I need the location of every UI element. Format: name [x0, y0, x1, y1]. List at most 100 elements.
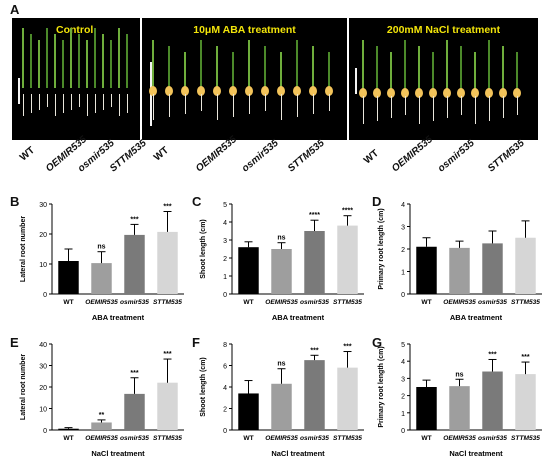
seed: [401, 88, 409, 98]
seedling-root: [103, 94, 104, 110]
seedling-root: [55, 94, 56, 116]
seedling-stem: [264, 46, 266, 88]
significance-label: ns: [277, 235, 285, 242]
y-axis-label: Shoot length (cm): [200, 219, 207, 279]
seedling-stem: [446, 40, 448, 90]
x-tick-label: STTM535: [153, 435, 182, 442]
y-tick-label: 3: [401, 225, 405, 232]
bar-wt: [416, 387, 437, 430]
seedling-root: [119, 94, 120, 116]
bar-sttm535: [157, 382, 178, 430]
y-axis-label: Primary root length (cm): [378, 208, 385, 289]
panel-letter-a: A: [10, 2, 20, 17]
genotype-label-wt: WT: [362, 148, 381, 167]
seed: [197, 86, 205, 96]
x-tick-label: OEMIR535: [265, 435, 298, 442]
seedling-root: [201, 94, 202, 111]
seedling-stem: [216, 46, 218, 88]
y-axis-label: Lateral root number: [20, 354, 27, 420]
seedling-root: [87, 94, 88, 116]
seedling-root: [363, 96, 364, 124]
x-axis-label: ABA treatment: [272, 313, 325, 322]
x-tick-label: OEMIR535: [85, 299, 118, 306]
seedling-root: [111, 94, 112, 107]
bar-oemir535: [271, 383, 292, 430]
x-tick-label: osmir535: [300, 299, 329, 306]
seed: [415, 88, 423, 98]
seedling-stem: [70, 28, 72, 88]
y-axis-label: Lateral root number: [20, 216, 27, 282]
seedling-root: [433, 96, 434, 121]
seedling-root: [329, 94, 330, 111]
x-tick-label: WT: [63, 299, 73, 306]
bar-wt: [416, 246, 437, 294]
x-axis-label: ABA treatment: [92, 313, 145, 322]
x-tick-label: STTM535: [333, 299, 362, 306]
x-tick-label: WT: [243, 299, 253, 306]
significance-label: ns: [455, 371, 463, 378]
y-tick-label: 2: [401, 247, 405, 254]
seedling-root: [297, 94, 298, 117]
bar-osmir535: [482, 243, 503, 294]
seedling-root: [249, 94, 250, 114]
bar-oemir535: [449, 247, 470, 294]
bar-osmir535: [304, 231, 325, 294]
chart-c-shoot-length-aba: 0 1 2 3 4 5 Shoot length (cm) WT ns OEMIR535 **** o…: [200, 202, 364, 322]
seedling-root: [71, 94, 72, 110]
significance-label: ns: [277, 361, 285, 368]
seedling-root: [377, 96, 378, 121]
seedling-stem: [376, 46, 378, 90]
bar-osmir535: [124, 393, 145, 430]
photo-nacl: 200mM NaCl treatment: [349, 18, 538, 140]
seedling-stem: [46, 28, 48, 88]
genotype-label-oemir535: OEMIR535: [390, 134, 435, 175]
bar-sttm535: [515, 237, 536, 294]
panel-letter-c: C: [192, 194, 202, 209]
seedling-stem: [30, 34, 32, 88]
bar-wt: [58, 428, 79, 430]
seedling-root: [217, 94, 218, 120]
seedling-stem: [168, 46, 170, 88]
seedling-stem: [474, 52, 476, 90]
photo-aba: 10μM ABA treatment: [142, 18, 347, 140]
seedling-stem: [86, 40, 88, 88]
y-tick-label: 2: [223, 407, 227, 414]
genotype-label-osmir535: osmir535: [436, 137, 477, 175]
genotype-label-sttm535: STTM535: [286, 137, 327, 175]
seedling-root: [419, 96, 420, 124]
significance-label: ***: [310, 347, 318, 354]
x-axis-label: NaCl treatment: [449, 449, 503, 458]
chart-e-lateral-root-nacl: 0 10 20 30 40 Lateral root number WT ** OEMIR535…: [20, 342, 184, 458]
seedling-stem: [460, 46, 462, 90]
significance-label: **: [99, 412, 105, 419]
y-tick-label: 8: [223, 342, 227, 349]
y-tick-label: 5: [223, 202, 227, 209]
seedling-stem: [126, 34, 128, 88]
seedling-root: [281, 94, 282, 120]
y-tick-label: 40: [39, 342, 47, 349]
seedling-stem: [110, 40, 112, 88]
seedling-stem: [22, 28, 24, 88]
seedling-stem: [118, 28, 120, 88]
panel-letter-d: D: [372, 194, 382, 209]
seedling-stem: [78, 34, 80, 88]
bar-wt: [238, 247, 259, 294]
seedling-stem: [38, 40, 40, 88]
x-tick-label: osmir535: [300, 435, 329, 442]
seedling-stem: [184, 52, 186, 88]
seedling-stem: [280, 52, 282, 88]
seed: [373, 88, 381, 98]
seedling-root: [447, 96, 448, 118]
significance-label: ***: [130, 370, 138, 377]
seedling-root: [63, 94, 64, 113]
seedling-root: [39, 94, 40, 110]
seedling-stem: [232, 52, 234, 88]
y-tick-label: 0: [401, 428, 405, 435]
seedling-stem: [62, 40, 64, 88]
seedling-root: [31, 94, 32, 113]
bar-osmir535: [124, 234, 145, 294]
seedling-root: [391, 96, 392, 118]
seedling-root: [489, 96, 490, 121]
seedling-root: [23, 94, 24, 116]
y-tick-label: 4: [401, 202, 405, 209]
